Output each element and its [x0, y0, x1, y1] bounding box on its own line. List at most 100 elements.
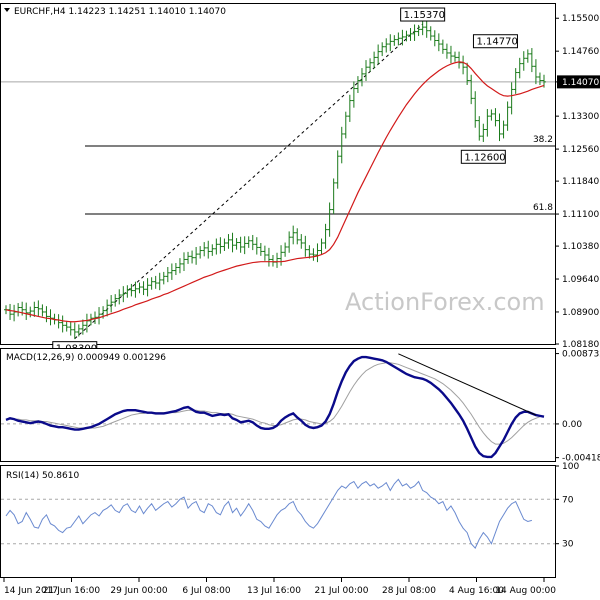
price-bar [497, 113, 502, 142]
price-bar [453, 51, 458, 62]
price-annotation-label: 1.14770 [476, 37, 517, 48]
price-bar [258, 242, 263, 256]
macd-y-tick-label: -0.004184 [562, 454, 600, 464]
price-bar [141, 281, 146, 296]
macd-y-axis: 0.008732 0.00 -0.004184 [555, 350, 600, 464]
price-bar [24, 302, 29, 320]
price-bar [416, 24, 421, 37]
price-bar [206, 240, 211, 259]
price-y-tick-label: 1.08180 [562, 340, 599, 350]
price-bar [380, 42, 385, 57]
price-bar [351, 81, 356, 108]
price-bar [218, 237, 223, 254]
price-bar [517, 57, 522, 79]
rsi-title: RSI(14) 50.8610 [6, 471, 79, 481]
price-bar [408, 28, 413, 41]
price-bar [210, 244, 215, 256]
price-bar [190, 250, 195, 264]
price-bar [327, 202, 332, 237]
price-bar [404, 30, 409, 42]
rsi-line [5, 478, 532, 550]
price-bar [384, 38, 389, 53]
price-bar [509, 82, 514, 115]
trendline [74, 23, 423, 340]
price-bar [198, 246, 203, 259]
price-bar [501, 120, 506, 139]
price-bar [234, 238, 239, 250]
moving-average-line [5, 61, 545, 323]
time-axis-label: 21 Jun 16:00 [43, 586, 100, 596]
price-bar [339, 126, 344, 164]
price-bar [80, 319, 85, 335]
price-bar [525, 49, 530, 63]
price-bar [109, 295, 114, 313]
price-bar [254, 237, 259, 255]
time-axis-label: 14 Jun 2017 [4, 586, 58, 596]
price-annotation-box [460, 149, 506, 164]
price-bar [36, 300, 41, 316]
price-y-tick-label: 1.09640 [562, 275, 599, 285]
price-y-tick-label: 1.15500 [562, 14, 599, 24]
price-bar [60, 315, 65, 333]
price-panel: ActionForex.com 1.155001.147601.140701.1… [0, 3, 600, 356]
price-annotation: 1.15370 [400, 7, 446, 22]
price-bar [436, 33, 441, 52]
price-bar [469, 74, 474, 105]
price-bar [533, 59, 538, 85]
price-bar [28, 306, 33, 318]
price-bar [368, 58, 373, 72]
price-bar [242, 236, 247, 255]
price-bar [347, 94, 352, 122]
price-bar [186, 251, 191, 264]
price-bar [335, 150, 340, 189]
price-bar [137, 282, 142, 294]
price-bar [359, 68, 364, 87]
price-y-tick-label: 1.11100 [562, 210, 599, 220]
rsi-levels [1, 498, 555, 545]
price-bar [343, 111, 348, 139]
price-title: EURCHF,H4 1.14223 1.14251 1.14010 1.1407… [14, 7, 226, 17]
price-bar [149, 277, 154, 290]
price-bar [133, 281, 138, 298]
macd-title: MACD(12,26,9) 0.000949 0.001296 [6, 353, 166, 363]
price-bar [303, 235, 308, 257]
price-bar [266, 247, 271, 267]
rsi-panel-frame [0, 465, 556, 578]
price-bar [32, 301, 37, 317]
price-y-tick-label: 1.10380 [562, 242, 599, 252]
price-y-tick-label: 1.13300 [562, 112, 599, 122]
price-bar [424, 20, 429, 38]
price-bar [529, 48, 534, 73]
price-bar [287, 231, 292, 253]
price-bar [125, 285, 130, 298]
price-bar [315, 243, 320, 263]
price-bar [396, 32, 401, 46]
price-bar [250, 234, 255, 251]
price-annotation-label: 1.12600 [464, 152, 505, 163]
price-bar [299, 234, 304, 249]
fibonacci-levels: 38.2 61.8 [85, 135, 555, 215]
price-bar [165, 267, 170, 283]
price-bar [76, 324, 81, 337]
price-bar [311, 248, 316, 261]
price-bar [222, 238, 227, 251]
price-bar [364, 60, 369, 81]
fib-level-label: 61.8 [533, 203, 553, 213]
price-bar [129, 283, 134, 297]
price-bar [291, 225, 296, 245]
price-annotation-label: 1.15370 [404, 10, 445, 21]
time-axis-label: 21 Jul 00:00 [315, 586, 369, 596]
price-bar [537, 72, 542, 85]
price-bar [262, 245, 267, 261]
macd-panel: 0.008732 0.00 -0.004184 MACD(12,26,9) 0.00… [0, 348, 600, 464]
price-bar [481, 123, 486, 142]
price-bar [230, 232, 235, 253]
price-bar [372, 51, 377, 69]
price-bar [113, 294, 118, 307]
price-bar [307, 245, 312, 259]
price-bar [181, 252, 186, 272]
price-y-tick-label: 1.14760 [562, 47, 599, 57]
macd-y-tick-label: 0.008732 [562, 350, 600, 360]
